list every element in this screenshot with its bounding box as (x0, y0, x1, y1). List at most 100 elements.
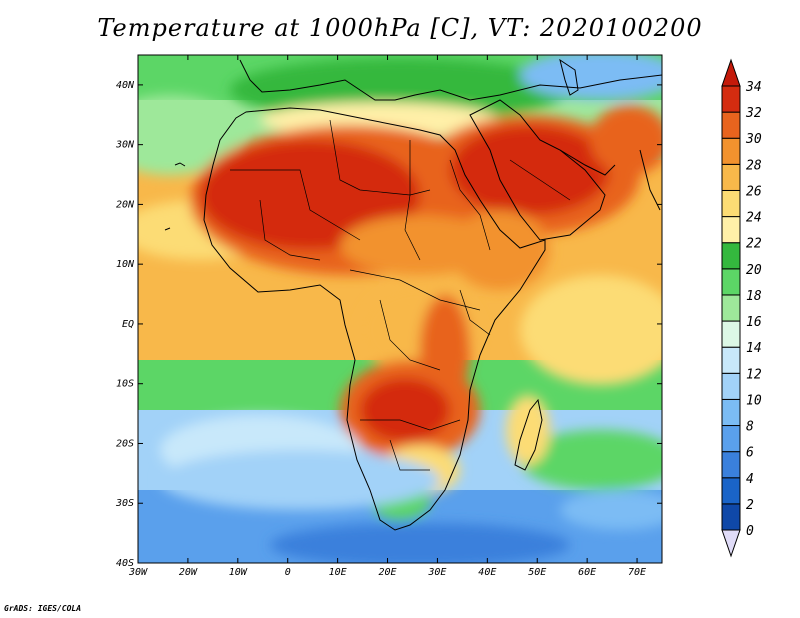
x-tick-label: 20W (179, 567, 198, 578)
colorbar-segment (721, 451, 741, 479)
colorbar-segment (721, 137, 741, 165)
border-sahara-1 (230, 169, 361, 241)
colorbar-segment (721, 85, 741, 113)
x-tick-label: 30W (128, 567, 148, 578)
colorbar-label: 20 (746, 263, 762, 278)
colorbar-segment (721, 320, 741, 348)
field-atlantic-cool-north (138, 95, 240, 175)
colorbar-label: 8 (746, 420, 754, 435)
border-southern-2 (389, 439, 430, 471)
y-tick-label: 10S (116, 379, 134, 390)
colorbar-segment (721, 111, 741, 139)
field-s-indian-cool (560, 490, 662, 530)
colorbar-label: 18 (746, 289, 762, 304)
colorbar-label: 12 (746, 367, 762, 382)
colorbar-under-triangle (721, 529, 741, 558)
colorbar-label: 4 (746, 472, 754, 487)
y-tick-label: 10N (116, 259, 135, 270)
india-coastline (639, 149, 661, 211)
africa-coastline (203, 107, 546, 531)
field-arabia-hot (450, 125, 610, 215)
y-tick-label: 20N (116, 199, 135, 210)
x-tick-label: 30E (427, 567, 446, 578)
colorbar-segment (721, 425, 741, 453)
x-tick-label: 70E (628, 567, 646, 578)
colorbar-segment (721, 189, 741, 218)
colorbar-label: 0 (746, 524, 754, 539)
field-s-indian-green (520, 430, 662, 490)
colorbar-label: 14 (746, 341, 762, 356)
field-southern-cold (270, 523, 570, 563)
border-west-africa (259, 199, 321, 261)
x-tick-label: 40E (478, 567, 496, 578)
caspian-coastline (559, 58, 579, 96)
colorbar-segment (721, 163, 741, 191)
country-borders (230, 119, 571, 471)
x-tick-label: 60E (578, 567, 596, 578)
arabia-coastline (469, 99, 606, 241)
colorbar-label: 24 (746, 211, 762, 226)
colorbar-segment (721, 242, 741, 270)
x-tick-label: 10W (229, 567, 248, 578)
field-sahara-hot (200, 140, 420, 250)
border-east-1 (459, 289, 491, 336)
y-tick-label: 20S (116, 438, 134, 449)
colorbar-over-triangle (721, 58, 741, 87)
x-tick-label: 0 (285, 567, 291, 578)
colorbar-label: 26 (746, 184, 762, 199)
colorbar-label: 22 (746, 237, 762, 252)
border-sahara-4 (449, 159, 491, 251)
field-iran-warm (590, 105, 662, 175)
persian-gulf (559, 149, 616, 176)
colorbar-label: 6 (746, 446, 754, 461)
field-madagascar (506, 395, 550, 465)
map-title: Temperature at 1000hPa [C], VT: 20201002… (97, 14, 703, 42)
border-sahara-3 (404, 140, 421, 261)
colorbar-label: 16 (746, 315, 762, 330)
border-arabia (509, 159, 571, 201)
colorbar-label: 32 (745, 106, 762, 121)
temperature-field (138, 55, 662, 563)
colorbar-label: 10 (746, 393, 762, 408)
y-tick-label: 40N (116, 80, 135, 91)
colorbar-segment (721, 294, 741, 322)
colorbar-segment (721, 398, 741, 427)
cape-verde (164, 227, 171, 231)
colorbar-segment (721, 268, 741, 296)
colorbar-label: 28 (746, 158, 762, 173)
field-southern-africa-hot (360, 378, 450, 442)
coastlines (164, 58, 662, 531)
axis-ticks (137, 55, 662, 564)
europe-coastline (239, 59, 662, 101)
x-tick-label: 10E (329, 567, 347, 578)
colorbar-segment (721, 477, 741, 505)
x-tick-label: 20E (378, 567, 396, 578)
border-southern-1 (360, 419, 461, 431)
x-tick-label: 50E (528, 567, 546, 578)
field-indian-ocean (520, 275, 662, 385)
madagascar-coastline (514, 398, 543, 471)
plot-frame (137, 54, 663, 564)
y-tick-label: 30S (115, 498, 134, 509)
colorbar-segment (721, 503, 741, 531)
field-s-atlantic-mid (160, 450, 440, 510)
colorbar-label: 2 (746, 498, 754, 513)
colorbar-label: 34 (745, 80, 762, 95)
y-tick-label: EQ (122, 319, 134, 330)
colorbar-label: 30 (745, 132, 762, 147)
border-sahara-2 (329, 119, 431, 196)
field-europe-cool (520, 55, 662, 100)
colorbar-segment (721, 372, 741, 400)
border-central-2 (379, 299, 441, 371)
credit-text: GrADS: IGES/COLA (4, 604, 82, 613)
field-sahel-warm (340, 215, 500, 275)
y-tick-label: 30N (115, 140, 135, 151)
axis-labels: 30W 20W 10W 0 10E 20E 30E 40E 50E 60E 70E 40N 30N 20N… (115, 80, 646, 578)
colorbar-segment (721, 216, 741, 244)
colorbar-segment (721, 346, 741, 374)
canary-islands (174, 162, 186, 167)
border-central-1 (349, 269, 481, 311)
y-tick-label: 40S (116, 558, 134, 569)
